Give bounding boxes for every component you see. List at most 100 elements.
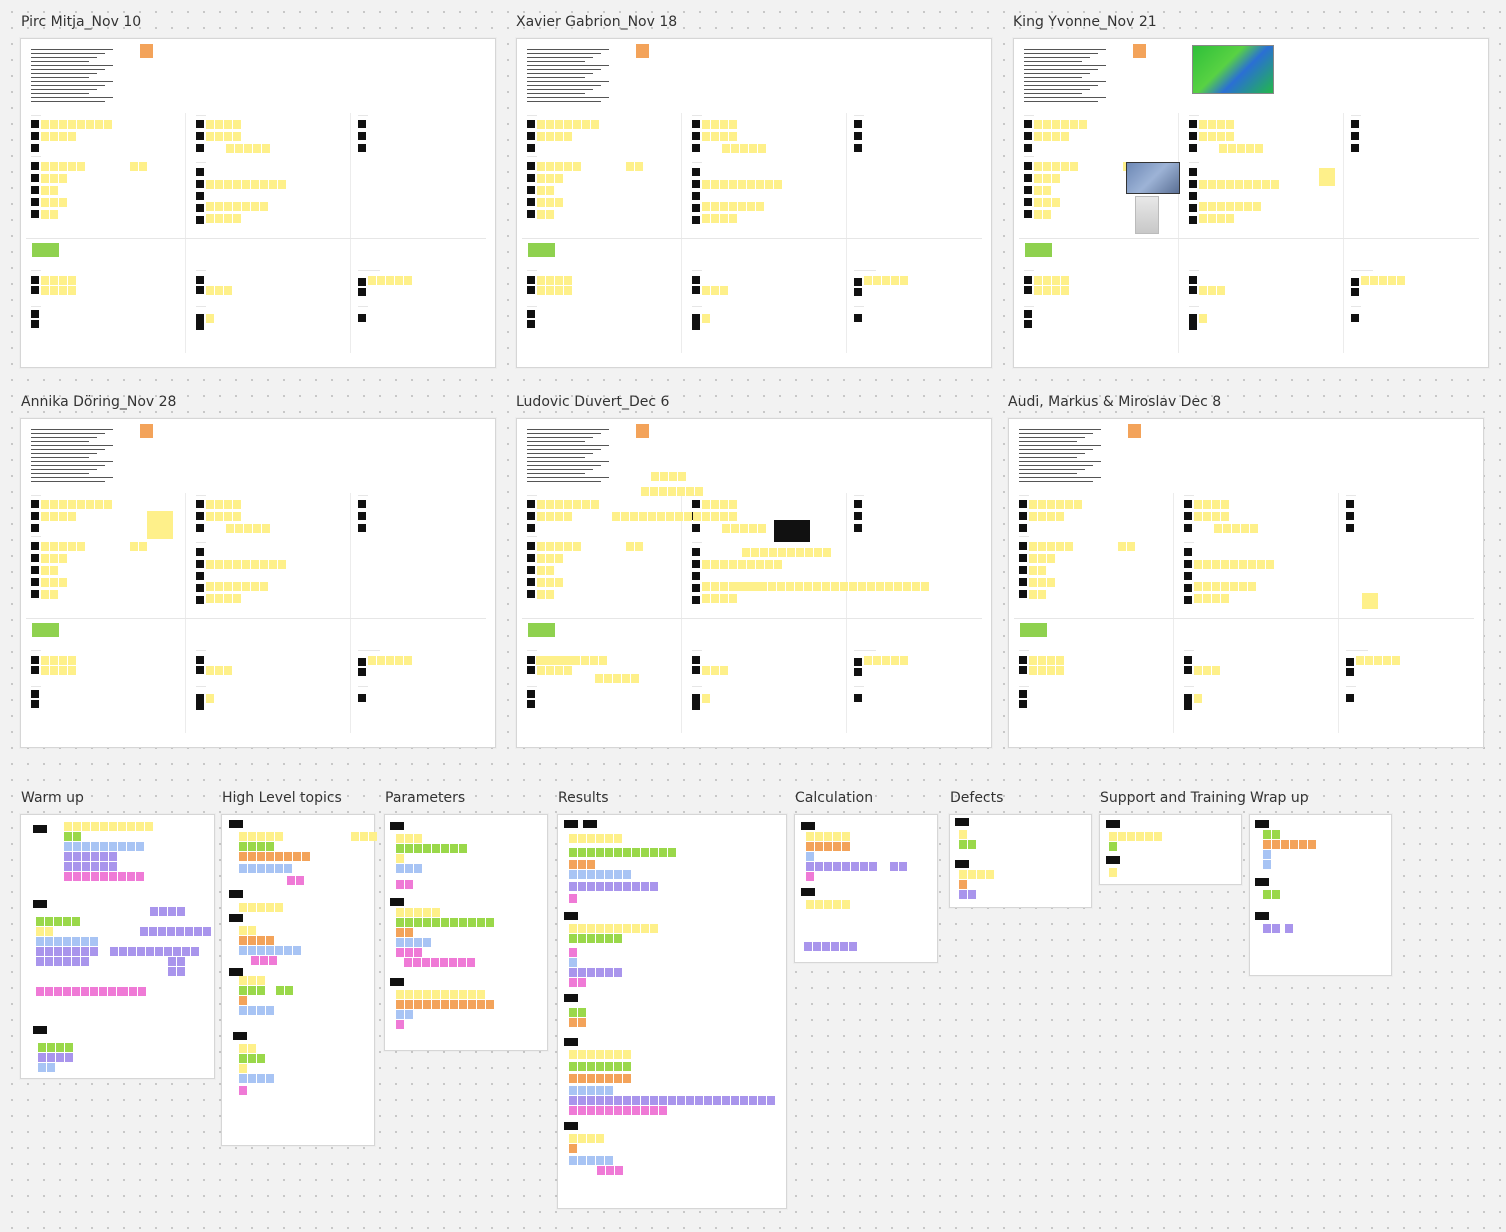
tag[interactable]: [527, 578, 535, 586]
sticky-note[interactable]: [578, 978, 586, 987]
tag[interactable]: [1351, 278, 1359, 286]
sticky-note[interactable]: [1203, 666, 1211, 675]
sticky-note[interactable]: [302, 852, 310, 861]
sticky-note[interactable]: [569, 924, 577, 933]
sticky-note[interactable]: [1074, 500, 1082, 509]
sticky-note[interactable]: [702, 694, 710, 703]
sticky-note[interactable]: [578, 934, 586, 943]
sticky-note[interactable]: [805, 548, 813, 557]
sticky-note[interactable]: [64, 852, 72, 861]
sticky-note[interactable]: [1208, 286, 1216, 295]
sticky-note[interactable]: [806, 852, 814, 861]
sticky-note[interactable]: [177, 967, 185, 976]
sticky-note[interactable]: [555, 132, 563, 141]
sticky-note[interactable]: [569, 1106, 577, 1115]
sticky-note[interactable]: [260, 202, 268, 211]
sticky-note[interactable]: [41, 210, 49, 219]
tag[interactable]: [527, 524, 535, 532]
tag[interactable]: [31, 666, 39, 674]
sticky-note[interactable]: [1203, 582, 1211, 591]
tag[interactable]: [854, 658, 862, 666]
sticky-note[interactable]: [109, 852, 117, 861]
sticky-note[interactable]: [1217, 132, 1225, 141]
sticky-note[interactable]: [224, 214, 232, 223]
sticky-note[interactable]: [50, 162, 58, 171]
tag[interactable]: [1184, 560, 1192, 568]
sticky-note[interactable]: [108, 987, 116, 996]
sticky-note[interactable]: [702, 512, 710, 521]
sticky-note[interactable]: [650, 924, 658, 933]
sticky-note[interactable]: [1199, 132, 1207, 141]
sticky-note[interactable]: [711, 512, 719, 521]
sticky-note[interactable]: [537, 542, 545, 551]
sticky-note[interactable]: [614, 834, 622, 843]
sticky-note[interactable]: [1029, 578, 1037, 587]
sticky-note[interactable]: [546, 132, 554, 141]
sticky-note[interactable]: [266, 842, 274, 851]
tag[interactable]: [1255, 820, 1269, 828]
sticky-note[interactable]: [95, 500, 103, 509]
sticky-note[interactable]: [145, 822, 153, 831]
sticky-note[interactable]: [711, 594, 719, 603]
sticky-note[interactable]: [668, 487, 676, 496]
sticky-note[interactable]: [1285, 924, 1293, 933]
sticky-note[interactable]: [563, 656, 571, 665]
sticky-note[interactable]: [1029, 500, 1037, 509]
sticky-note[interactable]: [596, 968, 604, 977]
sticky-note[interactable]: [129, 987, 137, 996]
sticky-note[interactable]: [1217, 286, 1225, 295]
sticky-note[interactable]: [702, 314, 710, 323]
tag[interactable]: [196, 548, 204, 556]
frame-title[interactable]: Ludovic Duvert_Dec 6: [516, 394, 670, 410]
sticky-note[interactable]: [81, 987, 89, 996]
tag[interactable]: [801, 888, 815, 896]
sticky-note[interactable]: [555, 500, 563, 509]
sticky-note[interactable]: [1239, 582, 1247, 591]
tag[interactable]: [233, 1032, 247, 1040]
sticky-note[interactable]: [278, 560, 286, 569]
sticky-note[interactable]: [614, 1050, 622, 1059]
sticky-note[interactable]: [605, 968, 613, 977]
sticky-note[interactable]: [158, 927, 166, 936]
sticky-note[interactable]: [1374, 656, 1382, 665]
sticky-note[interactable]: [632, 1106, 640, 1115]
sticky-note[interactable]: [242, 202, 250, 211]
tag[interactable]: [390, 978, 404, 986]
sticky-note[interactable]: [176, 927, 184, 936]
sticky-note[interactable]: [104, 500, 112, 509]
tag[interactable]: [527, 174, 535, 182]
sticky-note[interactable]: [224, 132, 232, 141]
sticky-note[interactable]: [596, 882, 604, 891]
sticky-note[interactable]: [167, 927, 175, 936]
sticky-note[interactable]: [537, 512, 545, 521]
sticky-note[interactable]: [614, 882, 622, 891]
sticky-note[interactable]: [569, 848, 577, 857]
sticky-note[interactable]: [396, 844, 404, 853]
sticky-note[interactable]: [73, 842, 81, 851]
sticky-note[interactable]: [224, 500, 232, 509]
sticky-note[interactable]: [64, 862, 72, 871]
sticky-note[interactable]: [750, 582, 758, 591]
sticky-note[interactable]: [1038, 512, 1046, 521]
sticky-note[interactable]: [1034, 120, 1042, 129]
sticky-note[interactable]: [605, 848, 613, 857]
sticky-note[interactable]: [41, 174, 49, 183]
tag[interactable]: [196, 204, 204, 212]
sticky-note[interactable]: [1221, 500, 1229, 509]
sticky-note[interactable]: [582, 120, 590, 129]
tag[interactable]: [583, 820, 597, 828]
sticky-note[interactable]: [740, 1096, 748, 1105]
sticky-note[interactable]: [1052, 286, 1060, 295]
sticky-note[interactable]: [1038, 590, 1046, 599]
sticky-note[interactable]: [546, 198, 554, 207]
sticky-note[interactable]: [650, 882, 658, 891]
synthesis-frame[interactable]: [1099, 814, 1242, 885]
sticky-note[interactable]: [1319, 168, 1335, 186]
sticky-note[interactable]: [702, 582, 710, 591]
sticky-note[interactable]: [659, 487, 667, 496]
sticky-note[interactable]: [275, 946, 283, 955]
tag[interactable]: [1189, 276, 1197, 284]
sticky-note[interactable]: [127, 842, 135, 851]
sticky-note[interactable]: [614, 1096, 622, 1105]
tag[interactable]: [196, 656, 204, 664]
